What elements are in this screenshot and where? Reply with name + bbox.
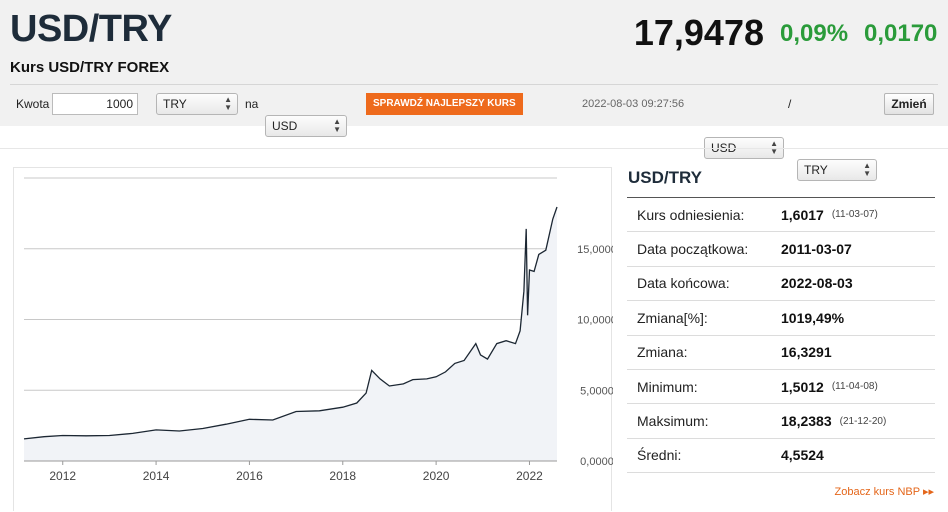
y-tick-label: 5,0000 [580, 385, 613, 397]
stats-row: Data końcowa: 2022-08-03 [627, 267, 935, 302]
to-currency-value: USD [272, 119, 298, 133]
nbp-rate-link[interactable]: Zobacz kurs NBP ▸▸ [834, 486, 934, 498]
price-line [23, 206, 558, 440]
x-tick-label: 2016 [236, 469, 263, 483]
pair-separator: / [788, 97, 792, 111]
x-tick-label: 2022 [516, 469, 543, 483]
stats-row-value: 2022-08-03 [781, 275, 853, 292]
pair-right-value: TRY [804, 163, 828, 177]
stats-row-value: 1019,49% [781, 309, 845, 326]
stats-row-date: (11-03-07) [831, 209, 878, 221]
stats-row-value: 2011-03-07 [781, 241, 852, 258]
change-pair-button[interactable]: Zmień [884, 93, 934, 115]
stats-row: Kurs odniesienia: 1,6017 (11-03-07) [627, 198, 935, 233]
x-tick-label: 2018 [329, 469, 356, 483]
stats-row-value: 1,5012 [781, 378, 824, 395]
x-tick-label: 2012 [49, 469, 76, 483]
stats-row-label: Minimum: [637, 378, 698, 395]
select-arrows-icon: ▲ ▼ [770, 139, 778, 156]
stats-row: Zmiana: 16,3291 [627, 336, 935, 370]
pair-title: USD/TRY [10, 8, 172, 50]
stats-row: Średni: 4,5524 [627, 439, 935, 474]
select-arrows-icon: ▲ ▼ [863, 161, 871, 178]
stats-table: Kurs odniesienia: 1,6017 (11-03-07) Data po… [627, 198, 935, 474]
price-chart: 0,0000 5,0000 10,0000 15,0000 2012 2014 2016 2… [13, 167, 613, 511]
from-currency-value: TRY [163, 97, 187, 111]
pair-right-select[interactable]: TRY ▲ ▼ [797, 159, 877, 181]
stats-row-date: (21-12-20) [839, 415, 887, 427]
y-tick-label: 10,0000 [577, 315, 613, 327]
stats-row: Data początkowa: 2011-03-07 [627, 232, 935, 267]
stats-row-label: Data końcowa: [637, 275, 730, 292]
amount-input[interactable]: 1000 [52, 93, 138, 115]
stats-title: USD/TRY [627, 168, 935, 198]
best-rate-button[interactable]: SPRAWDŹ NAJLEPSZY KURS [366, 93, 523, 115]
stats-row: Maksimum: 18,2383 (21-12-20) [627, 404, 935, 439]
stats-row-date: (11-04-08) [831, 381, 878, 393]
stats-row-label: Zmiana: [637, 344, 688, 361]
stats-row-value: 18,2383 [781, 413, 832, 430]
y-tick-label: 0,0000 [580, 456, 613, 468]
stats-row-label: Kurs odniesienia: [637, 206, 745, 223]
section-divider [0, 148, 948, 149]
header-divider [10, 84, 938, 85]
from-currency-select[interactable]: TRY ▲ ▼ [156, 93, 238, 115]
x-tick-label: 2014 [143, 469, 170, 483]
pair-subtitle: Kurs USD/TRY FOREX [10, 59, 170, 76]
price-chart-svg: 0,0000 5,0000 10,0000 15,0000 2012 2014 2016 2… [23, 177, 613, 483]
amount-label: Kwota [16, 97, 50, 111]
stats-row-value: 4,5524 [781, 447, 824, 464]
stats-row-label: Maksimum: [637, 413, 709, 430]
stats-row-label: Średni: [637, 447, 682, 464]
header-panel: USD/TRY Kurs USD/TRY FOREX 17,9478 0,09%… [0, 0, 948, 181]
stats-row-label: Data początkowa: [637, 241, 749, 258]
x-tick-label: 2020 [423, 469, 450, 483]
rate-timestamp: 2022-08-03 09:27:56 [582, 98, 685, 110]
select-arrows-icon: ▲ ▼ [333, 117, 341, 134]
stats-row: Zmiana[%]: 1019,49% [627, 301, 935, 336]
change-percent: 0,09% [780, 20, 849, 47]
stats-row-value: 16,3291 [781, 344, 832, 361]
stats-panel: USD/TRY Kurs odniesienia: 1,6017 (11-03-07… [627, 168, 935, 474]
select-arrows-icon: ▲ ▼ [224, 95, 232, 112]
to-currency-select[interactable]: USD ▲ ▼ [265, 115, 347, 137]
current-price: 17,9478 [633, 12, 764, 53]
stats-row-label: Zmiana[%]: [637, 309, 708, 326]
stats-row-value: 1,6017 [781, 206, 824, 223]
stats-row: Minimum: 1,5012 (11-04-08) [627, 370, 935, 405]
y-tick-label: 15,0000 [577, 244, 613, 256]
price-area-fill [24, 207, 557, 461]
na-label: na [245, 97, 259, 111]
change-absolute: 0,0170 [864, 20, 938, 47]
